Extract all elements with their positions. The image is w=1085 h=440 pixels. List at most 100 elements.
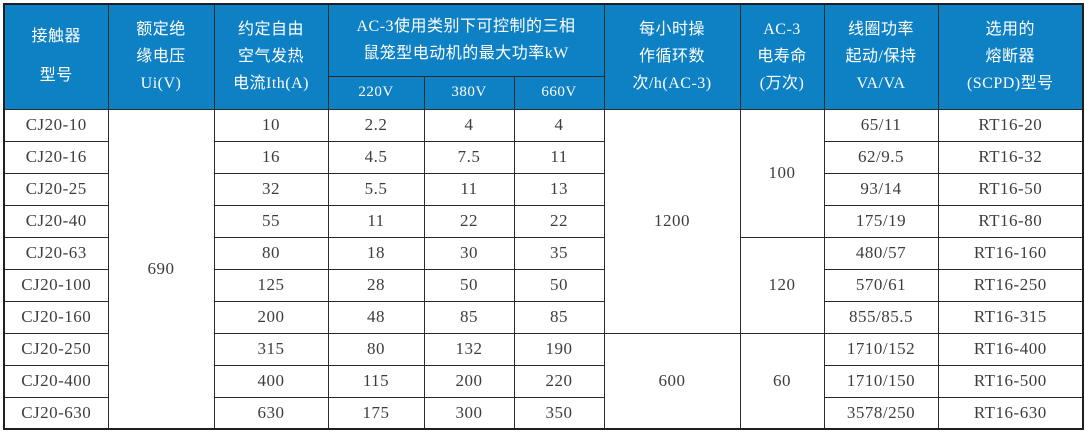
header-ith: 约定自由 空气发热 电流Ith(A) [213, 3, 329, 110]
cell-kw660: 85 [513, 300, 605, 334]
table-header: 接触器 型号 额定绝 缘电压 Ui(V) 约定自由 空气发热 电流Ith(A) … [3, 3, 1084, 110]
cell-life-merged: 120 [739, 236, 825, 334]
table-row: CJ20-250 315 80 132 190 600 60 1710/152 … [3, 332, 1084, 430]
cell-kw220: 175 [327, 396, 425, 430]
cell-coil: 62/9.5 [823, 140, 939, 174]
header-life: AC-3 电寿命 (万次) [739, 3, 825, 110]
header-model: 接触器 型号 [3, 3, 109, 110]
cell-kw220: 48 [327, 300, 425, 334]
cell-coil: 1710/152 [823, 332, 939, 366]
table-row: CJ20-100 125 28 50 50 570/61 RT16-250 [3, 268, 1084, 302]
cell-kw660: 220 [513, 364, 605, 398]
cell-model: CJ20-400 [3, 364, 109, 398]
cell-kw660: 190 [513, 332, 605, 366]
cell-cycles-merged: 1200 [603, 108, 741, 334]
cell-model: CJ20-100 [3, 268, 109, 302]
cell-fuse: RT16-315 [937, 300, 1084, 334]
cell-kw220: 18 [327, 236, 425, 270]
cell-fuse: RT16-250 [937, 268, 1084, 302]
header-660v: 660V [513, 75, 605, 110]
cell-kw660: 50 [513, 268, 605, 302]
cell-model: CJ20-160 [3, 300, 109, 334]
cell-kw380: 85 [423, 300, 515, 334]
cell-ith: 400 [213, 364, 329, 398]
cell-kw380: 22 [423, 204, 515, 238]
cell-ui-merged: 690 [107, 108, 215, 430]
cell-kw380: 50 [423, 268, 515, 302]
cell-ith: 16 [213, 140, 329, 174]
contactor-spec-table: 接触器 型号 额定绝 缘电压 Ui(V) 约定自由 空气发热 电流Ith(A) … [3, 3, 1085, 430]
cell-ith: 200 [213, 300, 329, 334]
cell-kw660: 35 [513, 236, 605, 270]
cell-model: CJ20-250 [3, 332, 109, 366]
cell-kw380: 132 [423, 332, 515, 366]
cell-model: CJ20-63 [3, 236, 109, 270]
cell-cycles-merged: 600 [603, 332, 741, 430]
cell-ith: 315 [213, 332, 329, 366]
cell-fuse: RT16-20 [937, 108, 1084, 142]
cell-life-merged: 60 [739, 332, 825, 430]
cell-kw380: 200 [423, 364, 515, 398]
cell-fuse: RT16-500 [937, 364, 1084, 398]
cell-ith: 55 [213, 204, 329, 238]
cell-coil: 570/61 [823, 268, 939, 302]
header-ac3-power: AC-3使用类别下可控制的三相 鼠笼型电动机的最大功率kW [327, 3, 605, 77]
cell-kw220: 80 [327, 332, 425, 366]
table-row: CJ20-40 55 11 22 22 175/19 RT16-80 [3, 204, 1084, 238]
header-380v: 380V [423, 75, 515, 110]
cell-model: CJ20-630 [3, 396, 109, 430]
cell-fuse: RT16-80 [937, 204, 1084, 238]
cell-model: CJ20-16 [3, 140, 109, 174]
table-body: CJ20-10 690 10 2.2 4 4 1200 100 65/11 RT… [3, 108, 1084, 430]
table-row: CJ20-400 400 115 200 220 1710/150 RT16-5… [3, 364, 1084, 398]
cell-coil: 175/19 [823, 204, 939, 238]
table-row: CJ20-25 32 5.5 11 13 93/14 RT16-50 [3, 172, 1084, 206]
table-row: CJ20-16 16 4.5 7.5 11 62/9.5 RT16-32 [3, 140, 1084, 174]
cell-kw660: 13 [513, 172, 605, 206]
cell-life-merged: 100 [739, 108, 825, 238]
cell-kw380: 300 [423, 396, 515, 430]
cell-kw220: 5.5 [327, 172, 425, 206]
cell-model: CJ20-40 [3, 204, 109, 238]
cell-kw380: 30 [423, 236, 515, 270]
header-ui: 额定绝 缘电压 Ui(V) [107, 3, 215, 110]
cell-kw220: 11 [327, 204, 425, 238]
cell-fuse: RT16-160 [937, 236, 1084, 270]
cell-ith: 125 [213, 268, 329, 302]
header-fuse: 选用的 熔断器 (SCPD)型号 [937, 3, 1084, 110]
cell-kw220: 2.2 [327, 108, 425, 142]
cell-ith: 630 [213, 396, 329, 430]
cell-kw660: 11 [513, 140, 605, 174]
cell-fuse: RT16-32 [937, 140, 1084, 174]
cell-fuse: RT16-50 [937, 172, 1084, 206]
cell-kw380: 4 [423, 108, 515, 142]
cell-kw220: 115 [327, 364, 425, 398]
cell-kw380: 7.5 [423, 140, 515, 174]
table-row: CJ20-10 690 10 2.2 4 4 1200 100 65/11 RT… [3, 108, 1084, 430]
header-cycles: 每小时操 作循环数 次/h(AC-3) [603, 3, 741, 110]
cell-coil: 855/85.5 [823, 300, 939, 334]
cell-fuse: RT16-400 [937, 332, 1084, 366]
cell-fuse: RT16-630 [937, 396, 1084, 430]
cell-coil: 1710/150 [823, 364, 939, 398]
header-220v: 220V [327, 75, 425, 110]
cell-ith: 10 [213, 108, 329, 142]
cell-coil: 65/11 [823, 108, 939, 142]
header-coil: 线圈功率 起动/保持 VA/VA [823, 3, 939, 110]
cell-coil: 480/57 [823, 236, 939, 270]
cell-ith: 80 [213, 236, 329, 270]
cell-coil: 93/14 [823, 172, 939, 206]
table-row: CJ20-630 630 175 300 350 3578/250 RT16-6… [3, 396, 1084, 430]
cell-kw220: 28 [327, 268, 425, 302]
cell-kw380: 11 [423, 172, 515, 206]
cell-kw660: 22 [513, 204, 605, 238]
cell-model: CJ20-25 [3, 172, 109, 206]
cell-ith: 32 [213, 172, 329, 206]
cell-kw660: 4 [513, 108, 605, 142]
cell-kw660: 350 [513, 396, 605, 430]
cell-model: CJ20-10 [3, 108, 109, 142]
cell-kw220: 4.5 [327, 140, 425, 174]
cell-coil: 3578/250 [823, 396, 939, 430]
header-row-voltages: 220V 380V 660V [4, 75, 1083, 110]
